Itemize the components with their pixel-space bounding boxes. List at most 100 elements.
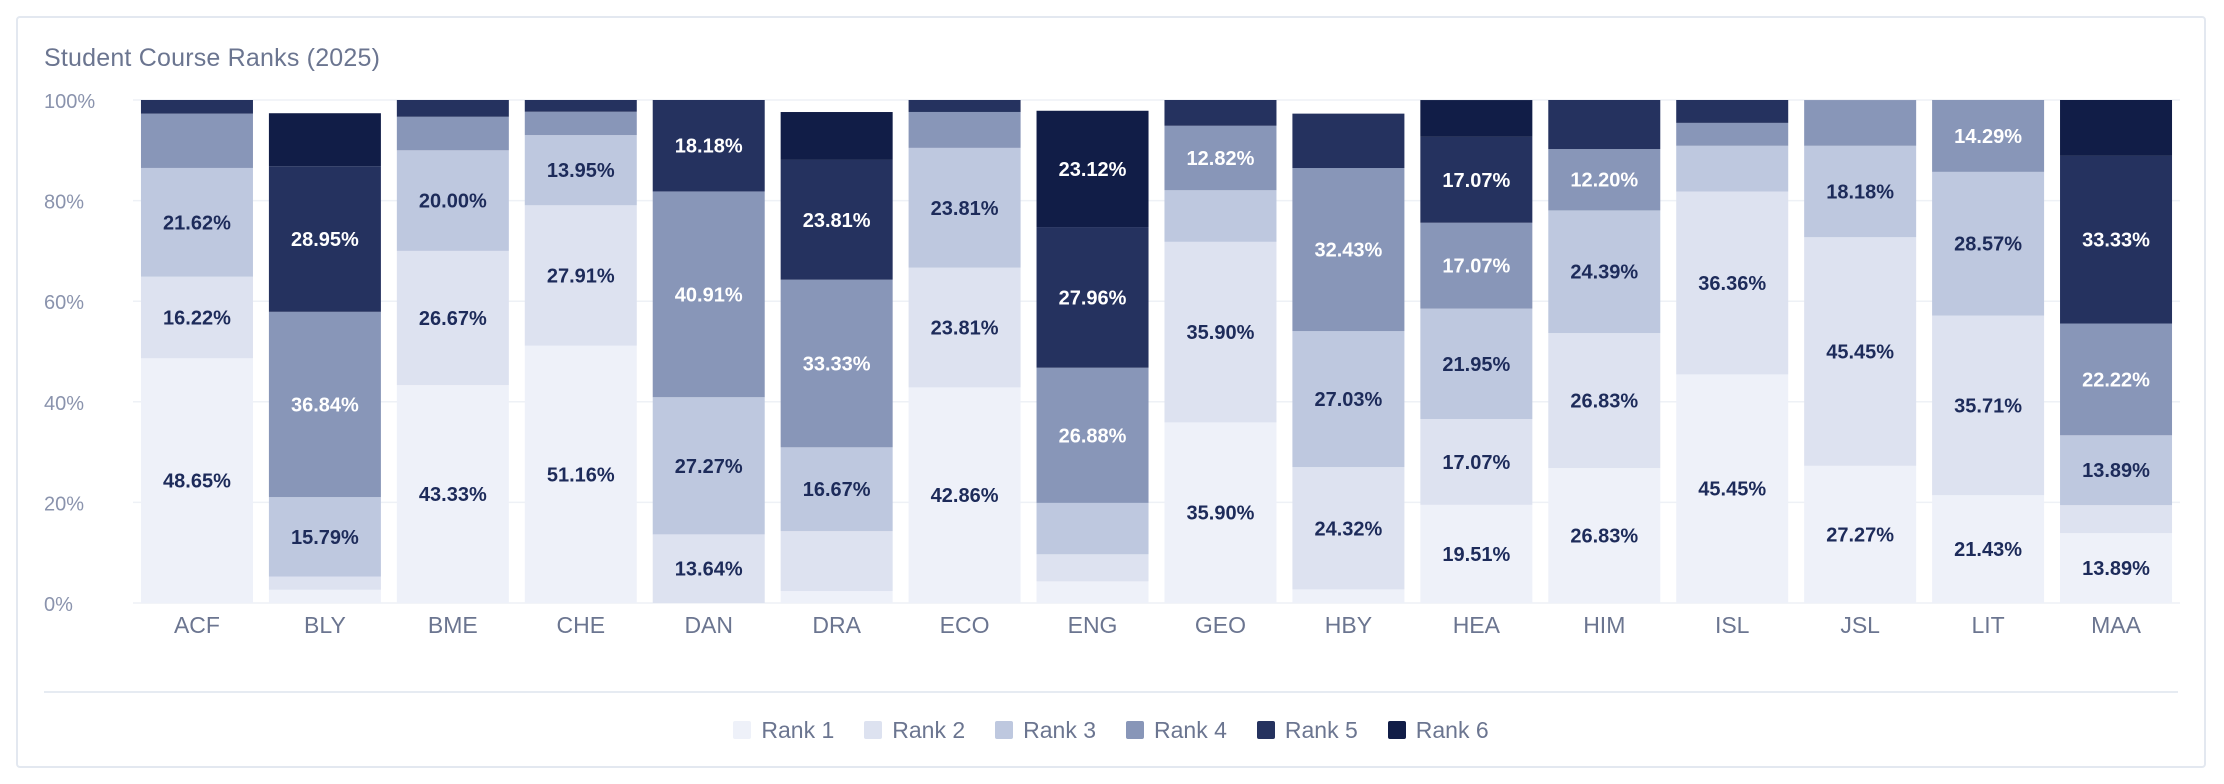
y-tick-label: 0% bbox=[44, 594, 73, 616]
data-label: 16.67% bbox=[803, 479, 871, 501]
data-label: 27.27% bbox=[1826, 524, 1894, 546]
x-tick-label: BLY bbox=[304, 612, 346, 638]
legend-label: Rank 5 bbox=[1284, 716, 1358, 743]
bar-segment bbox=[140, 100, 253, 114]
x-tick-label: DRA bbox=[812, 612, 861, 638]
x-tick-label: BME bbox=[428, 612, 478, 638]
data-label: 21.95% bbox=[1442, 354, 1510, 376]
bar-segment bbox=[1548, 468, 1661, 603]
bar-segment bbox=[1548, 333, 1661, 469]
bar-segment bbox=[1036, 554, 1149, 582]
bar-segment bbox=[1292, 589, 1405, 603]
legend-item[interactable]: Rank 6 bbox=[1387, 717, 1489, 744]
data-label: 32.43% bbox=[1314, 240, 1382, 262]
bar-segment bbox=[1676, 191, 1789, 375]
legend-swatch bbox=[864, 721, 883, 739]
x-tick-label: HEA bbox=[1453, 612, 1501, 638]
bar-segment bbox=[1164, 125, 1277, 191]
x-tick-label: ECO bbox=[940, 612, 990, 638]
data-label: 28.95% bbox=[291, 229, 359, 251]
legend-swatch bbox=[1126, 721, 1144, 739]
y-tick-label: 100% bbox=[44, 91, 95, 113]
x-tick-label: ENG bbox=[1068, 612, 1118, 638]
data-label: 45.45% bbox=[1826, 342, 1894, 364]
data-label: 17.07% bbox=[1442, 452, 1510, 474]
data-label: 12.82% bbox=[1187, 148, 1255, 170]
data-label: 28.57% bbox=[1954, 234, 2022, 256]
bar-segment bbox=[1676, 145, 1789, 192]
bar-segment bbox=[1804, 100, 1917, 146]
y-tick-label: 20% bbox=[44, 493, 84, 515]
bar-segment bbox=[1804, 465, 1917, 603]
data-label: 45.45% bbox=[1698, 479, 1766, 501]
legend-swatch bbox=[1387, 721, 1406, 739]
bar-segment bbox=[524, 111, 637, 136]
data-label: 18.18% bbox=[675, 136, 743, 158]
data-label: 18.18% bbox=[1826, 181, 1894, 203]
data-label: 40.91% bbox=[675, 284, 743, 306]
bar-segment bbox=[1676, 100, 1789, 123]
x-tick-label: HBY bbox=[1325, 612, 1372, 638]
data-label: 23.81% bbox=[931, 198, 999, 220]
bar-segment bbox=[2060, 323, 2173, 436]
bar-segment bbox=[396, 250, 509, 386]
legend-item[interactable]: Rank 3 bbox=[995, 717, 1096, 744]
bar-segment bbox=[2060, 155, 2173, 324]
bar-segment bbox=[780, 531, 893, 592]
data-label: 21.43% bbox=[1954, 539, 2022, 561]
bar-segment bbox=[1292, 113, 1405, 169]
data-label: 26.88% bbox=[1059, 425, 1127, 447]
bar-segment bbox=[140, 276, 253, 359]
data-label: 15.79% bbox=[291, 527, 359, 549]
data-label: 23.81% bbox=[803, 210, 871, 232]
data-label: 27.91% bbox=[547, 265, 615, 287]
bar-segment bbox=[1036, 227, 1149, 368]
bar-segment bbox=[1164, 422, 1277, 603]
legend-item[interactable]: Rank 5 bbox=[1256, 716, 1358, 744]
bar-segment bbox=[1036, 502, 1149, 555]
bar-segment bbox=[1548, 149, 1661, 211]
bar-segment bbox=[2060, 100, 2173, 156]
bar-segment bbox=[396, 116, 509, 151]
bar-segment bbox=[396, 100, 509, 117]
data-label: 20.00% bbox=[419, 191, 487, 213]
bar-segment bbox=[2060, 435, 2173, 506]
bar-segment bbox=[1292, 331, 1405, 468]
data-label: 35.90% bbox=[1187, 503, 1255, 525]
bar-segment bbox=[908, 387, 1021, 603]
bar-segment bbox=[1676, 374, 1789, 603]
data-label: 13.95% bbox=[547, 160, 615, 182]
data-label: 43.33% bbox=[419, 484, 487, 506]
data-label: 35.71% bbox=[1954, 395, 2022, 417]
x-tick-label: JSL bbox=[1840, 612, 1880, 638]
bar-segment bbox=[268, 166, 381, 312]
bar-segment bbox=[1420, 100, 1533, 137]
bar-segment bbox=[140, 358, 253, 603]
legend-label: Rank 2 bbox=[892, 716, 966, 743]
legend-item[interactable]: Rank 2 bbox=[864, 717, 965, 744]
chart-legend: Rank 1 Rank 2 Rank 3 Rank 4 Rank 5 Rank 6 bbox=[18, 708, 2204, 752]
bar-segment bbox=[268, 311, 381, 498]
bar-segment bbox=[268, 576, 381, 590]
bar-segment bbox=[140, 113, 253, 168]
legend-item[interactable]: Rank 1 bbox=[733, 717, 834, 744]
legend-swatch bbox=[733, 721, 752, 739]
data-label: 26.83% bbox=[1570, 526, 1638, 548]
x-tick-label: HIM bbox=[1583, 612, 1625, 638]
y-tick-label: 80% bbox=[44, 192, 84, 214]
data-label: 14.29% bbox=[1954, 126, 2022, 148]
bar-segment bbox=[524, 135, 637, 206]
data-label: 17.07% bbox=[1442, 256, 1510, 278]
bar-segment bbox=[1548, 100, 1661, 150]
bar-segment bbox=[1292, 467, 1405, 590]
bar-segment bbox=[1164, 190, 1277, 242]
data-label: 19.51% bbox=[1442, 544, 1510, 566]
x-tick-label: DAN bbox=[684, 612, 733, 638]
bar-segment bbox=[652, 534, 765, 603]
bar-segment bbox=[780, 159, 893, 280]
data-label: 24.39% bbox=[1570, 262, 1638, 284]
bar-segment bbox=[1548, 210, 1661, 334]
legend-item[interactable]: Rank 4 bbox=[1126, 717, 1227, 744]
data-label: 17.07% bbox=[1442, 170, 1510, 192]
